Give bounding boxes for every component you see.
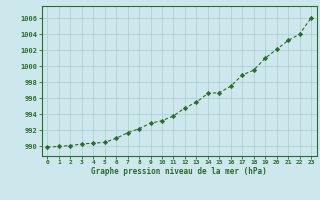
X-axis label: Graphe pression niveau de la mer (hPa): Graphe pression niveau de la mer (hPa) xyxy=(91,167,267,176)
